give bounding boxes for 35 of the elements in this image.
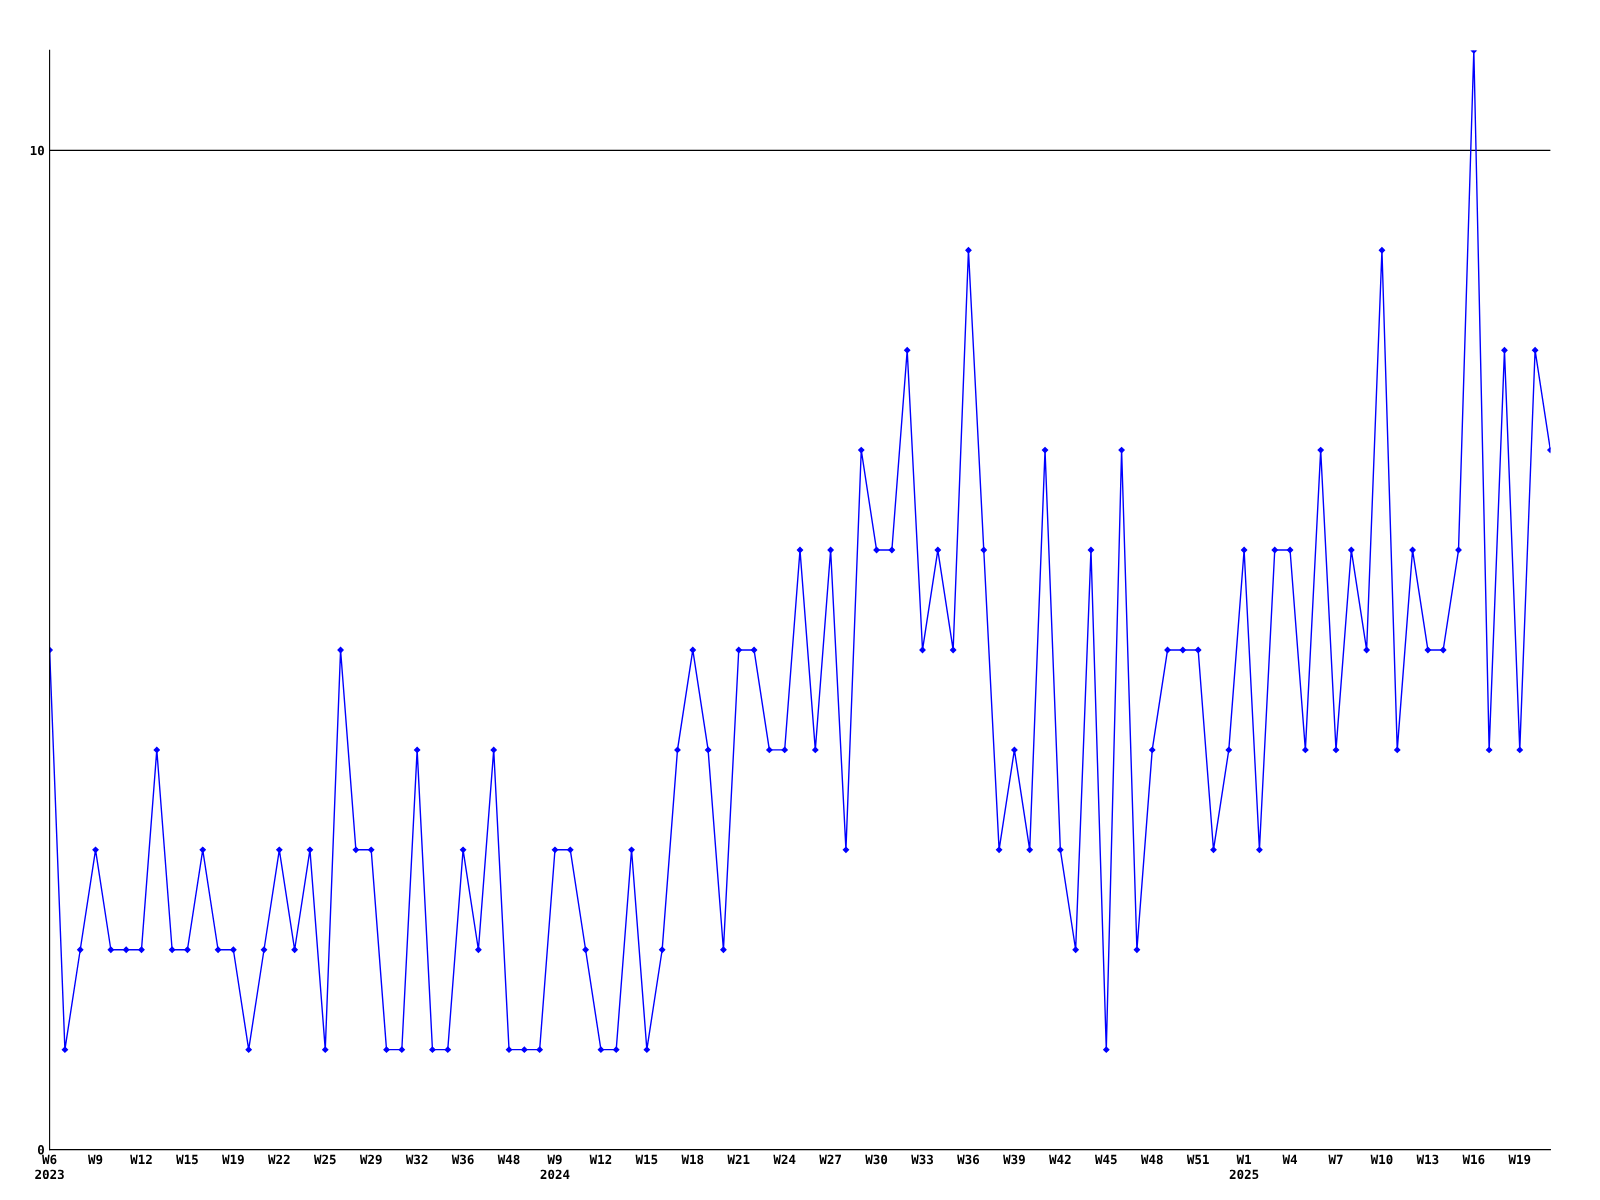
- x-tick-label: W51: [1186, 1154, 1209, 1165]
- x-tick-label: W16: [1462, 1154, 1485, 1165]
- x-tick-label: W13: [1416, 1154, 1439, 1165]
- x-tick-label: W32: [405, 1154, 428, 1165]
- x-tick-label: W33: [911, 1154, 933, 1165]
- x-tick-label: W25: [313, 1154, 336, 1165]
- x-tick-label: W19: [222, 1154, 244, 1165]
- x-tick-label: W22: [268, 1154, 290, 1164]
- x-tick-label: W27: [819, 1154, 841, 1164]
- x-tick-label: W9: [88, 1154, 103, 1165]
- x-tick-label: W1 2025: [1229, 1154, 1259, 1180]
- x-tick-label: W9 2024: [540, 1154, 570, 1180]
- x-tick-label: W4: [1282, 1154, 1298, 1164]
- x-tick-label: W36: [451, 1154, 474, 1165]
- x-tick-label: W45: [1095, 1154, 1117, 1165]
- x-tick-label: W29: [359, 1154, 382, 1165]
- x-tick-label: W21: [727, 1154, 750, 1164]
- x-tick-label: W36: [957, 1154, 980, 1165]
- x-tick-label: W10: [1370, 1154, 1393, 1165]
- y-tick-label: 10: [30, 145, 44, 156]
- x-tick-label: W12: [130, 1154, 152, 1164]
- x-tick-label: W42: [1049, 1154, 1071, 1164]
- x-tick-label: W15: [635, 1154, 658, 1165]
- x-tick-label: W30: [865, 1154, 888, 1165]
- x-tick-label: W39: [1003, 1154, 1025, 1165]
- x-tick-label: W18: [681, 1154, 704, 1165]
- x-tick-label: W12: [589, 1154, 612, 1164]
- x-tick-label: W48: [1140, 1154, 1163, 1165]
- x-tick-label: W24: [773, 1154, 796, 1164]
- x-tick-label: W48: [497, 1154, 520, 1165]
- x-tick-label: W6 2023: [35, 1154, 64, 1180]
- x-tick-label: W7: [1328, 1154, 1343, 1164]
- x-tick-label: W19: [1508, 1154, 1531, 1165]
- y-tick-label: 0: [37, 1145, 44, 1155]
- x-tick-label: W15: [176, 1154, 198, 1165]
